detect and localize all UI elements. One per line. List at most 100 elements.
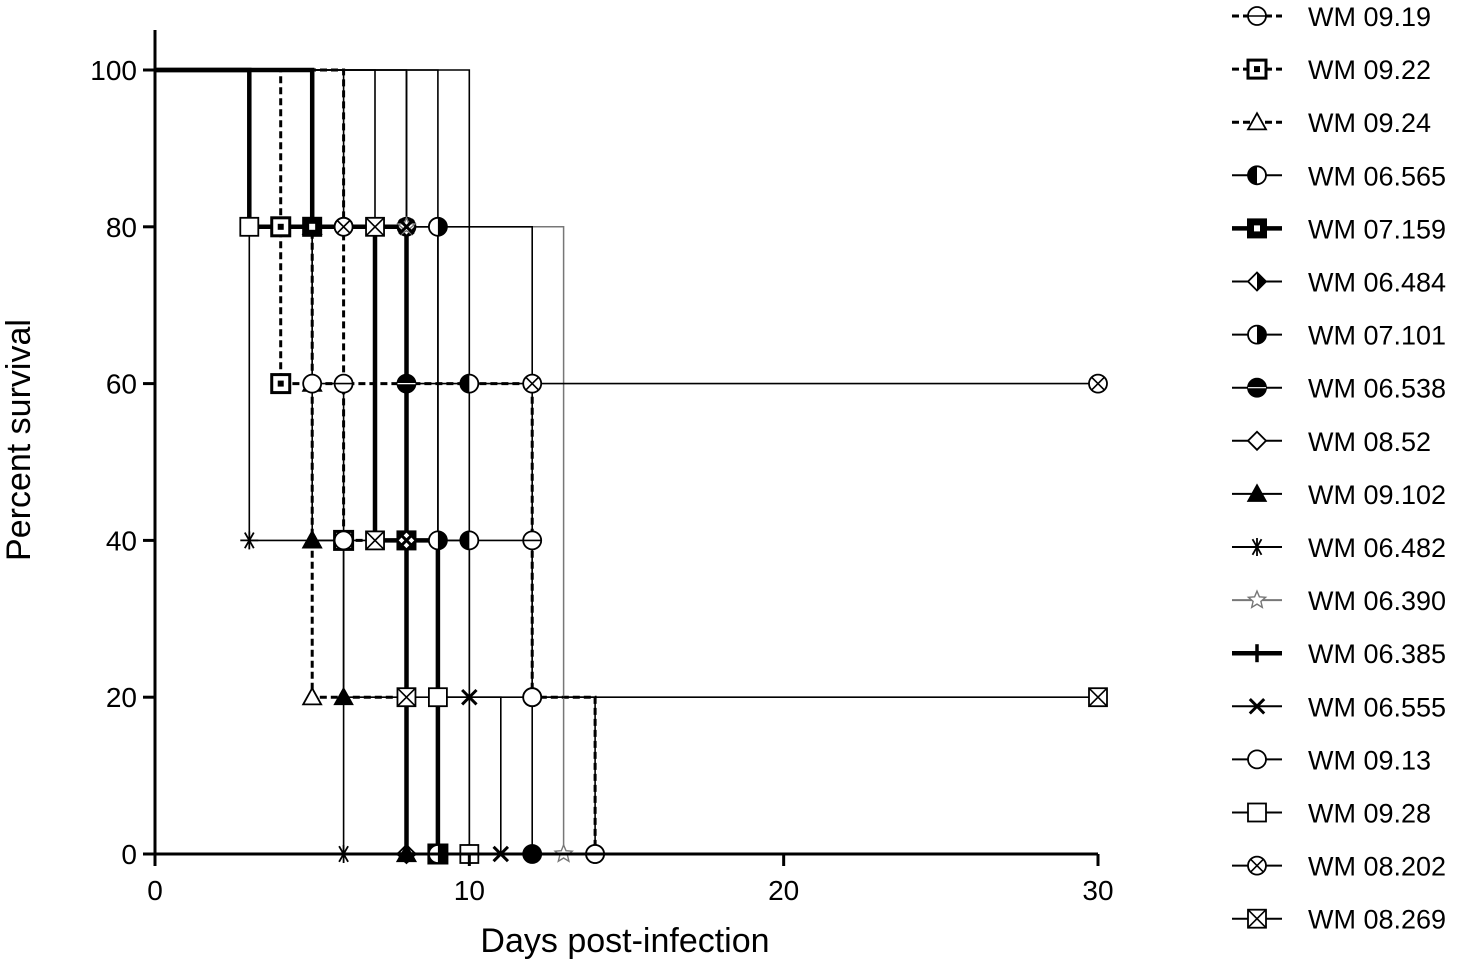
data-point [427, 530, 448, 551]
legend-marker [1247, 6, 1267, 26]
legend-label: WM 06.555 [1308, 692, 1446, 722]
data-point [333, 686, 354, 706]
legend-item: WM 09.24 [1232, 108, 1431, 138]
data-point [396, 687, 417, 708]
legend-label: WM 06.484 [1308, 268, 1446, 298]
y-axis-label: Percent survival [0, 319, 38, 561]
y-tick-label: 60 [106, 369, 137, 400]
x-tick-label: 30 [1082, 875, 1113, 906]
legend-item: WM 06.538 [1232, 374, 1446, 404]
legend-marker [1247, 218, 1267, 239]
legend-item: WM 06.385 [1232, 639, 1446, 669]
data-point [461, 688, 478, 706]
data-point [239, 216, 260, 237]
series-WM-06-555 [155, 69, 502, 854]
x-axis-label: Days post-infection [480, 922, 769, 960]
data-point [1088, 687, 1108, 708]
legend-marker [1247, 908, 1267, 929]
legend-marker [1246, 430, 1268, 452]
data-point [302, 216, 323, 237]
series-markers [365, 216, 1108, 708]
legend-marker [1246, 111, 1268, 131]
legend-item: WM 06.390 [1232, 586, 1446, 616]
data-point [398, 532, 415, 549]
legend-item: WM 09.19 [1232, 2, 1431, 32]
legend-label: WM 09.19 [1308, 2, 1431, 32]
data-point [270, 216, 292, 238]
legend-item: WM 07.101 [1232, 321, 1446, 351]
legend-label: WM 08.202 [1308, 852, 1446, 882]
legend-marker [1247, 855, 1267, 876]
data-point [459, 530, 480, 551]
y-tick-label: 0 [121, 839, 137, 870]
legend-label: WM 09.22 [1308, 55, 1431, 85]
legend-label: WM 09.13 [1308, 745, 1431, 775]
series-line [155, 69, 565, 854]
legend-item: WM 06.555 [1232, 692, 1446, 722]
data-point [365, 216, 385, 237]
legend-item: WM 09.22 [1232, 55, 1431, 85]
data-point [365, 530, 385, 551]
data-point [333, 216, 354, 237]
data-point [522, 687, 543, 708]
legend-label: WM 09.28 [1308, 799, 1431, 829]
legend-label: WM 06.565 [1308, 161, 1446, 191]
series-line [155, 68, 440, 854]
legend-marker [1247, 802, 1267, 823]
legend-label: WM 06.482 [1308, 533, 1446, 563]
legend-marker [1248, 644, 1266, 663]
data-point [301, 686, 323, 706]
x-tick-label: 20 [768, 875, 799, 906]
legend-item: WM 06.565 [1232, 161, 1446, 191]
legend-item: WM 09.28 [1232, 799, 1431, 829]
legend-item: WM 07.159 [1232, 214, 1446, 244]
legend-marker [1248, 698, 1266, 715]
data-point [522, 373, 543, 394]
data-point [301, 529, 323, 549]
legend-marker [1248, 538, 1266, 556]
data-point [333, 373, 354, 394]
plot-area [155, 67, 1108, 865]
legend-item: WM 08.269 [1232, 905, 1446, 935]
data-point [1088, 373, 1108, 394]
series-line [155, 69, 502, 854]
legend-label: WM 08.52 [1308, 427, 1431, 457]
y-tick-label: 40 [106, 525, 137, 556]
x-tick-label: 10 [454, 875, 485, 906]
legend-label: WM 07.159 [1308, 214, 1446, 244]
legend-marker [1247, 324, 1267, 345]
data-point [270, 373, 292, 395]
legend-marker [1247, 165, 1267, 186]
legend-label: WM 06.385 [1308, 639, 1446, 669]
legend-item: WM 09.102 [1232, 480, 1446, 510]
legend-label: WM 09.102 [1308, 480, 1446, 510]
legend-label: WM 06.390 [1308, 586, 1446, 616]
series-line [155, 67, 441, 854]
data-point [302, 373, 323, 394]
legend: WM 09.19 WM 09.22 WM 09.24 WM 06.565 WM 07.1… [1232, 2, 1446, 935]
data-point [333, 530, 354, 551]
legend-marker [1246, 483, 1268, 502]
legend-item: WM 06.482 [1232, 533, 1446, 563]
series-WM-06-390 [155, 69, 565, 854]
series-WM-07-159 [155, 67, 441, 854]
y-tick-label: 20 [106, 682, 137, 713]
legend-marker [1246, 58, 1268, 80]
series-WM-09-22 [155, 68, 440, 854]
data-point [427, 216, 448, 237]
legend-label: WM 09.24 [1308, 108, 1431, 138]
legend-label: WM 07.101 [1308, 321, 1446, 351]
series-WM-07-101 [155, 69, 439, 854]
y-tick-label: 100 [90, 55, 137, 86]
axes: 0 20 40 60 80 100 0 10 20 30 [90, 30, 1114, 906]
legend-marker [1247, 749, 1267, 770]
series-markers [333, 216, 1108, 394]
legend-label: WM 06.538 [1308, 374, 1446, 404]
data-point [396, 373, 417, 394]
legend-marker [1247, 377, 1267, 398]
data-point [427, 687, 448, 708]
y-tick-label: 80 [106, 212, 137, 243]
legend-item: WM 06.484 [1232, 268, 1446, 298]
data-point [240, 531, 259, 550]
